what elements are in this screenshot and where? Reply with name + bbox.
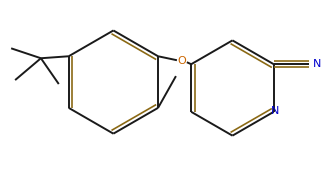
Text: N: N <box>313 59 321 69</box>
Text: N: N <box>271 106 279 116</box>
Text: O: O <box>178 56 186 66</box>
